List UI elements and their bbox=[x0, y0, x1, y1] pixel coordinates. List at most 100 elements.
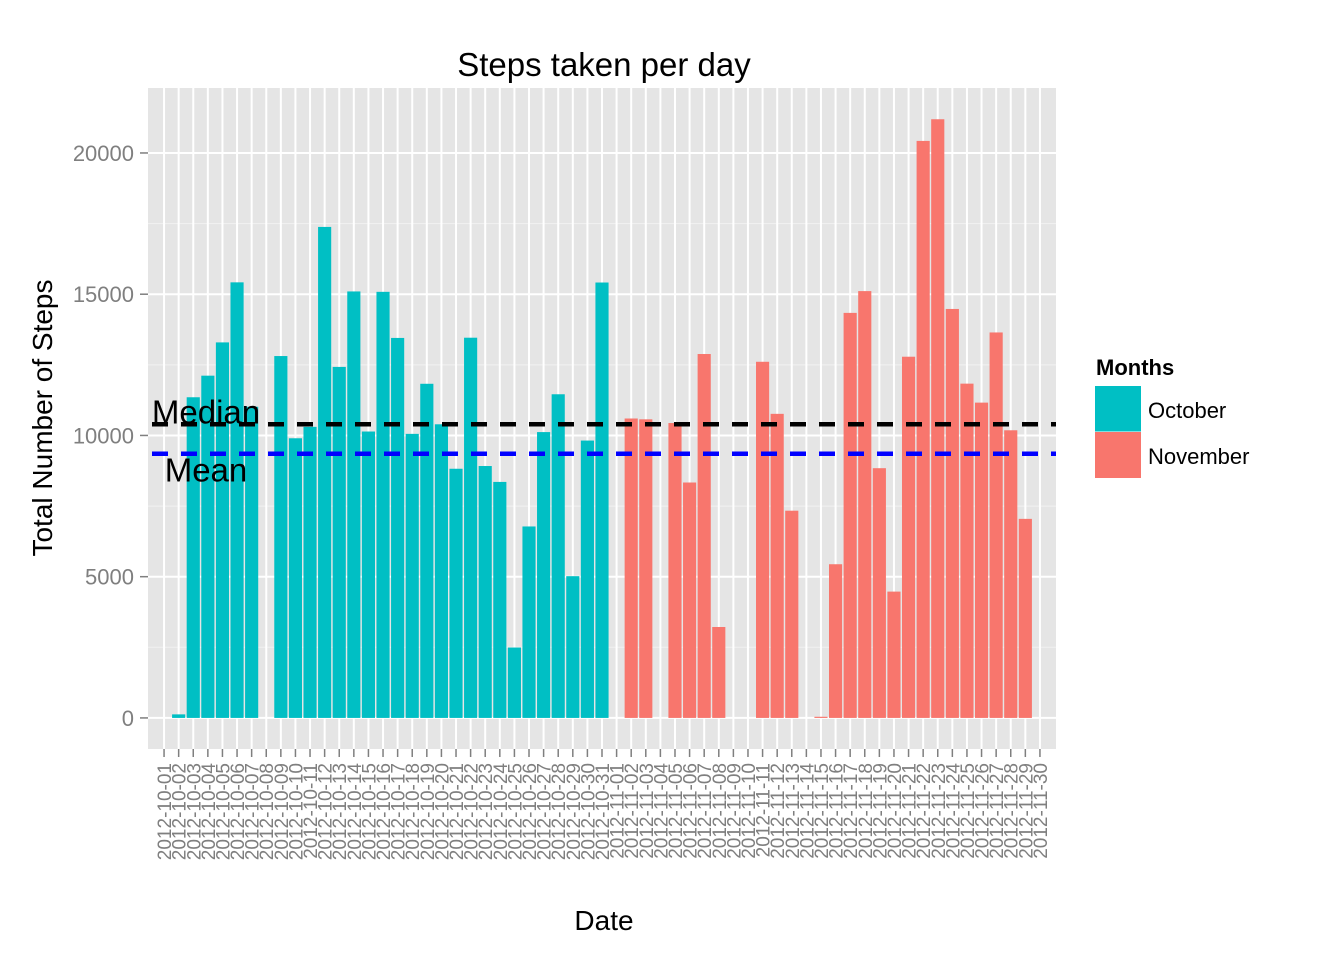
x-tick-label: 2012-10-24 bbox=[491, 763, 512, 861]
x-tick-label: 2012-11-24 bbox=[943, 763, 964, 859]
x-tick-label: 2012-10-16 bbox=[374, 763, 395, 860]
x-tick-label: 2012-11-20 bbox=[885, 763, 906, 859]
bar-october bbox=[595, 282, 609, 718]
x-tick-label: 2012-11-29 bbox=[1016, 763, 1037, 859]
x-tick-label: 2012-11-12 bbox=[768, 763, 789, 859]
bar-november bbox=[639, 419, 653, 718]
bar-october bbox=[507, 647, 521, 718]
x-tick-label: 2012-10-09 bbox=[272, 763, 293, 860]
bar-october bbox=[566, 576, 580, 718]
bar-november bbox=[931, 119, 945, 718]
y-axis-title: Total Number of Steps bbox=[27, 279, 58, 556]
legend: Months October November bbox=[1094, 355, 1249, 479]
x-tick-label: 2012-10-12 bbox=[316, 763, 337, 860]
x-tick-label: 2012-11-07 bbox=[695, 763, 716, 859]
x-tick-label: 2012-11-10 bbox=[739, 763, 760, 859]
legend-swatch-october bbox=[1095, 386, 1141, 432]
reference-label-median: Median bbox=[152, 393, 260, 430]
x-tick-label: 2012-11-22 bbox=[914, 763, 935, 859]
bar-november bbox=[872, 468, 886, 718]
x-tick-label: 2012-11-04 bbox=[651, 763, 672, 859]
bar-october bbox=[464, 337, 478, 718]
bar-november bbox=[697, 354, 711, 718]
bar-november bbox=[858, 291, 872, 718]
bar-november bbox=[887, 591, 901, 718]
bar-october bbox=[391, 337, 405, 718]
x-tick-label: 2012-10-11 bbox=[301, 763, 322, 859]
x-tick-label: 2012-10-07 bbox=[243, 763, 264, 860]
legend-swatch-november bbox=[1095, 432, 1141, 478]
bars bbox=[172, 119, 1032, 718]
bar-november bbox=[756, 361, 770, 718]
bar-november bbox=[770, 413, 784, 718]
x-tick-label: 2012-11-09 bbox=[724, 763, 745, 859]
bar-november bbox=[901, 356, 916, 718]
bar-november bbox=[989, 332, 1003, 718]
bar-november bbox=[974, 402, 989, 718]
bar-november bbox=[624, 418, 638, 718]
x-tick-label: 2012-11-18 bbox=[856, 763, 877, 859]
x-tick-label: 2012-11-15 bbox=[812, 763, 833, 859]
bar-october bbox=[522, 526, 536, 718]
bar-november bbox=[916, 140, 930, 718]
y-tick-label: 5000 bbox=[85, 565, 134, 590]
x-tick-label: 2012-11-14 bbox=[797, 763, 818, 859]
x-tick-label: 2012-10-15 bbox=[359, 763, 380, 860]
bar-november bbox=[712, 626, 726, 718]
y-tick-label: 10000 bbox=[73, 423, 134, 448]
x-tick-label: 2012-10-25 bbox=[505, 763, 526, 860]
x-tick-label: 2012-10-02 bbox=[170, 763, 191, 860]
legend-label-october: October bbox=[1148, 398, 1226, 423]
bar-october bbox=[449, 468, 463, 718]
bar-october bbox=[420, 383, 434, 718]
chart-title: Steps taken per day bbox=[457, 46, 751, 83]
x-tick-label: 2012-10-06 bbox=[228, 763, 249, 860]
legend-label-november: November bbox=[1148, 444, 1249, 469]
bar-october bbox=[318, 226, 332, 718]
x-tick-label: 2012-10-29 bbox=[564, 763, 585, 860]
x-tick-label: 2012-10-30 bbox=[578, 763, 599, 860]
x-tick-label: 2012-10-14 bbox=[345, 763, 366, 861]
x-tick-label: 2012-11-17 bbox=[841, 763, 862, 859]
x-tick-label: 2012-10-23 bbox=[476, 763, 497, 860]
bar-october bbox=[347, 291, 361, 718]
bar-november bbox=[843, 312, 857, 718]
x-tick-label: 2012-11-13 bbox=[783, 763, 804, 859]
y-axis: 0 5000 10000 15000 20000 bbox=[73, 141, 148, 731]
bar-october bbox=[215, 342, 230, 718]
x-tick-label: 2012-11-03 bbox=[637, 763, 658, 859]
bar-october bbox=[376, 291, 390, 718]
bar-november bbox=[829, 564, 843, 718]
x-tick-label: 2012-10-22 bbox=[462, 763, 483, 860]
bar-november bbox=[683, 482, 697, 718]
bar-october bbox=[245, 406, 259, 718]
bar-november bbox=[945, 308, 959, 718]
x-tick-label: 2012-11-06 bbox=[681, 763, 702, 859]
x-tick-label: 2012-11-08 bbox=[710, 763, 731, 859]
bar-october bbox=[493, 481, 507, 718]
bar-october bbox=[201, 375, 215, 718]
x-tick-label: 2012-10-13 bbox=[330, 763, 351, 860]
x-tick-label: 2012-11-19 bbox=[870, 763, 891, 859]
x-tick-label: 2012-11-01 bbox=[608, 763, 629, 859]
reference-label-mean: Mean bbox=[165, 452, 248, 489]
x-tick-label: 2012-10-05 bbox=[213, 763, 234, 860]
bar-november bbox=[785, 510, 799, 718]
x-tick-label: 2012-10-08 bbox=[257, 763, 278, 860]
plot-panel: Median Mean bbox=[148, 88, 1056, 749]
x-tick-label: 2012-11-27 bbox=[987, 763, 1008, 859]
x-tick-label: 2012-10-19 bbox=[418, 763, 439, 860]
x-tick-label: 2012-11-11 bbox=[754, 763, 775, 857]
x-tick-label: 2012-10-27 bbox=[535, 763, 556, 860]
bar-october bbox=[303, 426, 317, 718]
x-tick-label: 2012-11-21 bbox=[900, 763, 921, 859]
bar-october bbox=[274, 356, 288, 718]
bar-october bbox=[186, 397, 200, 718]
x-tick-label: 2012-11-16 bbox=[827, 763, 848, 859]
x-tick-label: 2012-10-04 bbox=[199, 763, 220, 861]
x-tick-label: 2012-10-18 bbox=[403, 763, 424, 860]
bar-november bbox=[668, 423, 682, 718]
x-tick-label: 2012-11-05 bbox=[666, 763, 687, 859]
x-tick-label: 2012-10-10 bbox=[286, 763, 307, 860]
bar-november bbox=[1004, 430, 1018, 718]
